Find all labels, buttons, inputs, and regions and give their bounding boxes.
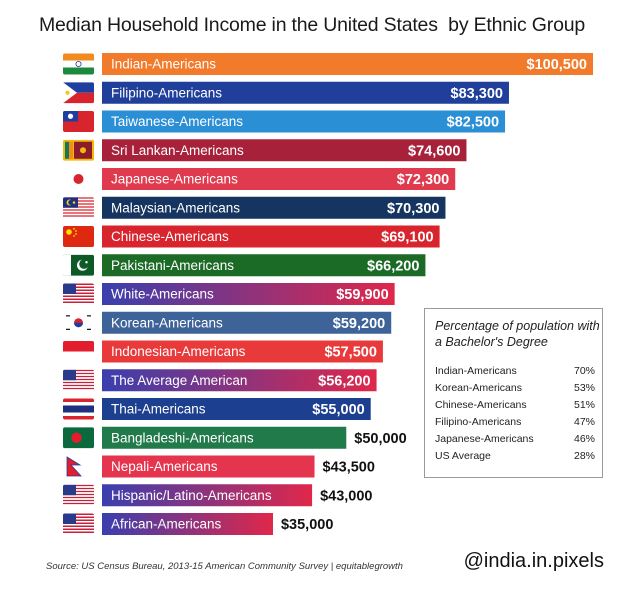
- bar-value-label: $70,300: [387, 201, 439, 217]
- bar: [102, 110, 506, 133]
- legend-row: Filipino-Americans 47%: [435, 416, 595, 430]
- taiwan-flag-icon: [63, 111, 94, 132]
- bar: [102, 53, 593, 75]
- legend-title: Percentage of population with a Bachelor…: [435, 319, 600, 349]
- indonesia-flag-icon: [63, 341, 94, 362]
- bar-category-label: White-Americans: [111, 287, 214, 302]
- bar-value-label: $74,600: [408, 143, 460, 159]
- legend-row-value: 70%: [573, 365, 595, 377]
- bar-category-label: Taiwanese-Americans: [111, 114, 243, 129]
- bar-value-label: $43,500: [323, 460, 375, 476]
- legend-row: Japanese-Americans 46%: [435, 433, 595, 447]
- legend-row-value: 47%: [573, 416, 595, 428]
- instagram-handle: @india.in.pixels: [463, 550, 604, 572]
- bar-value-label: $50,000: [354, 431, 406, 447]
- bar-category-label: Indonesian-Americans: [111, 344, 246, 359]
- bar-value-label: $57,500: [324, 345, 376, 361]
- legend-row-value: 53%: [573, 382, 595, 394]
- bar-category-label: Malaysian-Americans: [111, 200, 240, 215]
- bar-category-label: Thai-Americans: [111, 402, 206, 417]
- bar: [102, 513, 273, 535]
- bar: [102, 139, 467, 162]
- legend-row: Korean-Americans 53%: [435, 382, 595, 396]
- legend-row-name: Chinese-Americans: [435, 399, 527, 411]
- bar-value-label: $35,000: [281, 517, 333, 533]
- legend-row: US Average 28%: [435, 450, 595, 464]
- bar-value-label: $43,000: [320, 488, 372, 504]
- bar-value-label: $69,100: [381, 230, 433, 246]
- bar-category-label: Bangladeshi-Americans: [111, 430, 254, 445]
- bar: [102, 283, 395, 305]
- bar-value-label: $66,200: [367, 258, 419, 274]
- thailand-flag-icon: [63, 398, 94, 420]
- bar: [102, 484, 313, 507]
- legend-row-value: 51%: [573, 399, 595, 411]
- bar-category-label: Korean-Americans: [111, 315, 223, 330]
- bar: [102, 455, 315, 478]
- bar-value-label: $56,200: [318, 373, 370, 389]
- bar-category-label: Nepali-Americans: [111, 459, 218, 474]
- bar: [102, 225, 440, 248]
- pakistan-flag-icon: [63, 254, 94, 276]
- legend-row-name: Filipino-Americans: [435, 416, 522, 428]
- bar-category-label: Sri Lankan-Americans: [111, 143, 244, 158]
- legend-row: Indian-Americans 70%: [435, 365, 595, 379]
- source-note: Source: US Census Bureau, 2013-15 Americ…: [46, 561, 403, 572]
- china-flag-icon: [63, 226, 94, 247]
- legend-row-value: 46%: [573, 433, 595, 445]
- usa-flag-icon: [63, 283, 94, 305]
- bar-value-label: $72,300: [397, 172, 449, 188]
- philippines-flag-icon: [63, 82, 94, 104]
- bar: [102, 340, 383, 363]
- degree-legend: Percentage of population with a Bachelor…: [424, 308, 603, 478]
- bar: [102, 311, 392, 334]
- legend-row: Chinese-Americans 51%: [435, 399, 595, 413]
- bar-category-label: Indian-Americans: [111, 57, 216, 72]
- bar-value-label: $100,500: [527, 57, 587, 73]
- bar-category-label: Filipino-Americans: [111, 85, 222, 100]
- south-korea-flag-icon: [63, 312, 94, 334]
- bar-value-label: $59,200: [333, 316, 385, 332]
- bar-category-label: The Average American: [111, 373, 247, 388]
- bar: [102, 168, 456, 190]
- bangladesh-flag-icon: [63, 427, 94, 449]
- usa-flag-icon: [63, 369, 94, 391]
- legend-row-name: Japanese-Americans: [435, 433, 534, 445]
- usa-flag-icon: [63, 513, 94, 535]
- bar-category-label: Japanese-Americans: [111, 172, 238, 187]
- bar: [102, 369, 377, 392]
- japan-flag-icon: [63, 168, 94, 190]
- bar-category-label: Hispanic/Latino-Americans: [111, 488, 272, 503]
- chart-title: Median Household Income in the United St…: [38, 14, 586, 36]
- bar-category-label: African-Americans: [111, 517, 222, 532]
- legend-row-name: US Average: [435, 450, 491, 462]
- usa-flag-icon: [63, 484, 94, 506]
- bar: [102, 426, 347, 449]
- bar-value-label: $82,500: [447, 115, 499, 131]
- bar-value-label: $55,000: [312, 402, 364, 418]
- legend-row-name: Indian-Americans: [435, 365, 517, 377]
- bar: [102, 196, 446, 219]
- bar-value-label: $83,300: [451, 86, 503, 102]
- sri-lanka-flag-icon: [63, 139, 94, 161]
- bar-category-label: Pakistani-Americans: [111, 258, 234, 273]
- bar: [102, 81, 509, 104]
- bar: [102, 398, 371, 420]
- legend-row-name: Korean-Americans: [435, 382, 522, 394]
- legend-row-value: 28%: [573, 450, 595, 462]
- malaysia-flag-icon: [63, 197, 94, 219]
- bar-category-label: Chinese-Americans: [111, 229, 229, 244]
- bar-value-label: $59,900: [336, 287, 388, 303]
- bar: [102, 254, 426, 277]
- india-flag-icon: [63, 53, 94, 75]
- nepal-flag-icon: [63, 456, 94, 477]
